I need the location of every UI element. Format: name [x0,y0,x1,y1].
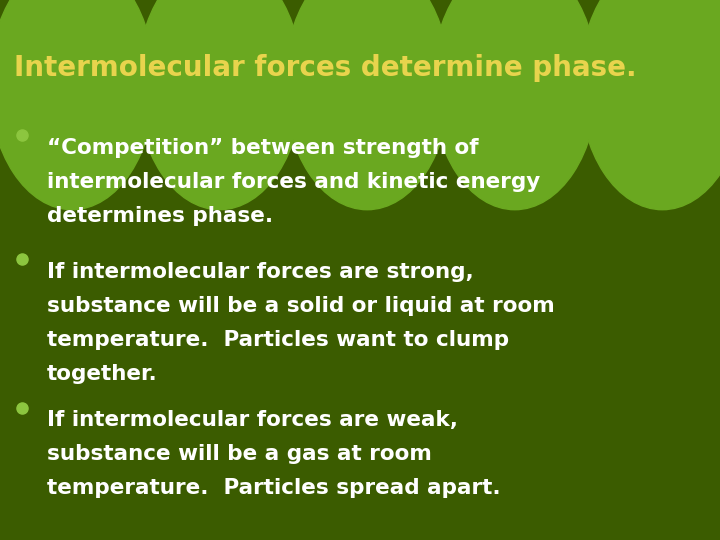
Text: “Competition” between strength of: “Competition” between strength of [47,138,478,158]
Ellipse shape [580,0,720,210]
Text: determines phase.: determines phase. [47,206,273,226]
Ellipse shape [284,0,450,210]
Ellipse shape [432,0,598,210]
Text: substance will be a solid or liquid at room: substance will be a solid or liquid at r… [47,296,554,316]
Ellipse shape [137,0,302,210]
Ellipse shape [0,0,155,210]
Text: temperature.  Particles spread apart.: temperature. Particles spread apart. [47,478,500,498]
Text: temperature.  Particles want to clump: temperature. Particles want to clump [47,330,509,350]
Text: substance will be a gas at room: substance will be a gas at room [47,444,432,464]
Text: If intermolecular forces are strong,: If intermolecular forces are strong, [47,262,474,282]
Text: together.: together. [47,364,158,384]
Text: Intermolecular forces determine phase.: Intermolecular forces determine phase. [14,53,637,82]
Text: intermolecular forces and kinetic energy: intermolecular forces and kinetic energy [47,172,540,192]
Text: If intermolecular forces are weak,: If intermolecular forces are weak, [47,410,458,430]
